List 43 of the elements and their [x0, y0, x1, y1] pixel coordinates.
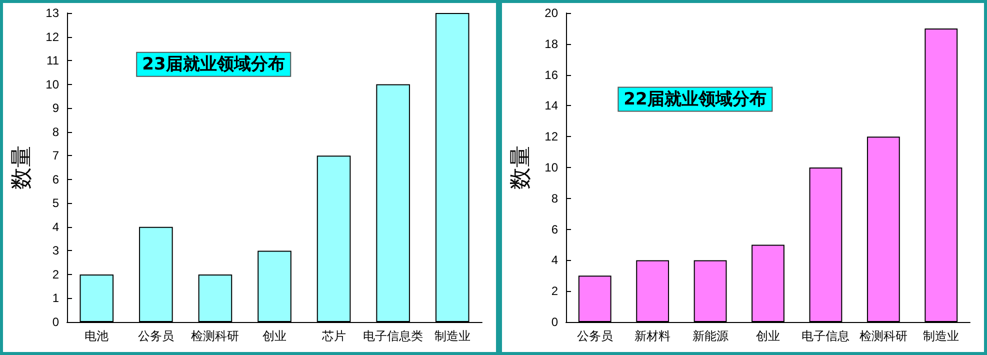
x-tick-label: 检测科研	[191, 329, 240, 343]
x-tick-label: 新材料	[634, 329, 671, 343]
y-tick-label: 11	[46, 54, 60, 68]
y-tick-label: 12	[544, 130, 558, 144]
x-tick-label: 制造业	[434, 329, 470, 343]
y-tick-label: 9	[52, 101, 60, 116]
x-tick-label: 公务员	[576, 329, 613, 343]
x-tick-label: 创业	[262, 329, 286, 343]
y-tick-label: 2	[551, 284, 558, 298]
y-tick-label: 10	[46, 77, 60, 92]
y-tick-label: 20	[544, 6, 558, 20]
x-tick-label: 创业	[756, 329, 780, 343]
x-tick-label: 电子信息类	[363, 329, 424, 343]
x-tick-label: 芯片	[320, 329, 346, 343]
y-tick-label: 12	[46, 30, 60, 44]
x-tick-label: 检测科研	[859, 329, 908, 343]
y-tick-label: 6	[551, 222, 558, 236]
y-tick-label: 5	[52, 196, 60, 210]
text: 23届就业领域分布	[142, 54, 285, 74]
y-tick-label: 10	[544, 160, 558, 174]
y-tick-label: 14	[544, 98, 558, 113]
x-tick-label: 电子信息	[802, 329, 850, 343]
y-tick-label: 16	[544, 68, 558, 82]
y-axis-title: 数量	[10, 146, 34, 190]
x-tick-label: 制造业	[923, 329, 960, 343]
y-axis-title: 数量	[508, 146, 534, 190]
y-tick-label: 18	[544, 36, 558, 51]
y-tick-label: 8	[551, 191, 558, 206]
y-tick-label: 6	[52, 172, 60, 186]
y-tick-label: 8	[52, 124, 60, 139]
y-tick-label: 2	[52, 267, 60, 282]
x-tick-label: 公务员	[138, 329, 174, 343]
y-tick-label: 7	[52, 148, 60, 163]
y-tick-label: 1	[52, 291, 60, 306]
x-tick-label: 电池	[84, 329, 109, 343]
y-tick-label: 13	[46, 6, 60, 20]
x-tick-label: 新能源	[692, 329, 728, 343]
y-tick-label: 4	[52, 220, 60, 234]
y-tick-label: 3	[52, 244, 60, 258]
y-tick-label: 4	[551, 253, 558, 268]
y-tick-label: 0	[52, 315, 60, 329]
y-tick-label: 0	[551, 315, 558, 329]
text: 22届就业领域分布	[624, 89, 766, 110]
